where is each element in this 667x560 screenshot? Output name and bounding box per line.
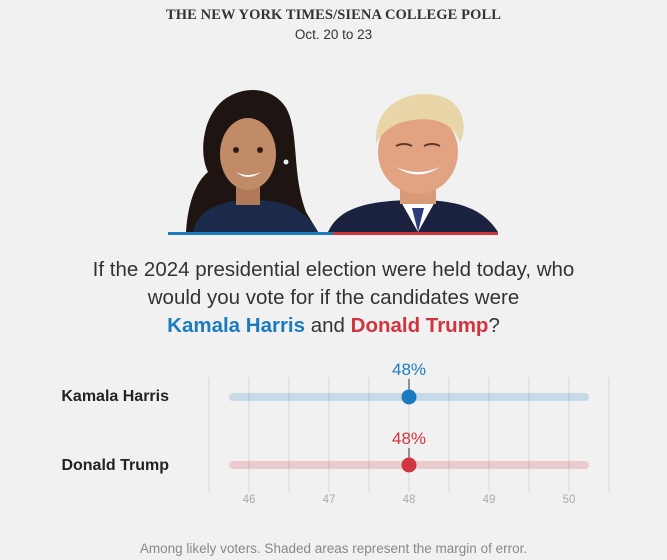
- x-tick-label: 47: [323, 494, 336, 506]
- point-trump: [401, 457, 417, 473]
- harris-color-bar: [168, 232, 333, 235]
- question-candidate-trump: Donald Trump: [350, 314, 489, 337]
- question-end: ?: [488, 314, 500, 337]
- question-candidate-harris: Kamala Harris: [167, 314, 306, 337]
- question-line-2: would you vote for if the candidates wer…: [147, 286, 520, 309]
- poll-chart: 46 47 48 49 50 48% 48%: [208, 360, 610, 506]
- poll-dates: Oct. 20 to 23: [294, 27, 373, 42]
- footnote: Among likely voters. Shaded areas repres…: [139, 541, 528, 556]
- trump-portrait: [328, 94, 498, 232]
- row-label-harris: Kamala Harris: [61, 388, 169, 405]
- poll-question: If the 2024 presidential election were h…: [20, 256, 647, 340]
- value-label-harris: 48%: [392, 360, 426, 379]
- x-tick-label: 50: [563, 494, 576, 506]
- x-tick-label: 48: [403, 494, 416, 506]
- harris-portrait: [186, 89, 318, 232]
- question-joiner: and: [305, 314, 351, 337]
- point-harris: [401, 389, 417, 405]
- trump-color-bar: [333, 232, 498, 235]
- value-label-trump: 48%: [392, 429, 426, 448]
- x-tick-label: 49: [483, 494, 496, 506]
- x-tick-label: 46: [243, 494, 256, 506]
- question-line-3: Kamala Harris and Donald Trump?: [20, 312, 647, 340]
- poll-title: THE NEW YORK TIMES/SIENA COLLEGE POLL: [165, 7, 501, 23]
- question-line-1: If the 2024 presidential election were h…: [92, 258, 575, 281]
- row-label-trump: Donald Trump: [61, 457, 169, 474]
- candidate-portraits: [168, 89, 498, 235]
